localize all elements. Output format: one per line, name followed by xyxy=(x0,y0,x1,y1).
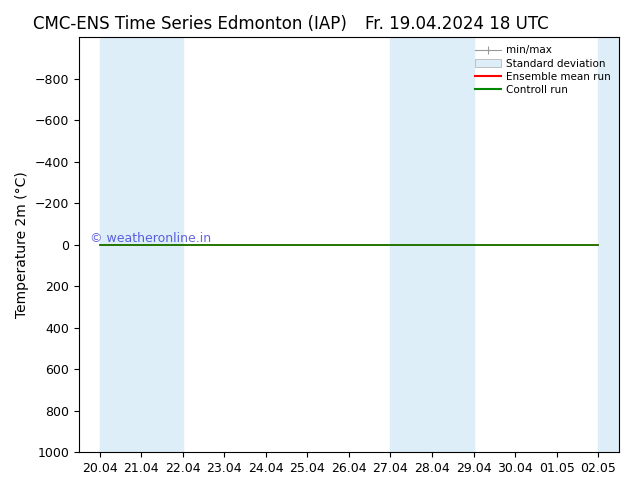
Text: Fr. 19.04.2024 18 UTC: Fr. 19.04.2024 18 UTC xyxy=(365,15,548,33)
Text: CMC-ENS Time Series Edmonton (IAP): CMC-ENS Time Series Edmonton (IAP) xyxy=(33,15,347,33)
Y-axis label: Temperature 2m (°C): Temperature 2m (°C) xyxy=(15,172,29,318)
Text: © weatheronline.in: © weatheronline.in xyxy=(89,232,210,245)
Bar xyxy=(391,37,474,452)
Bar xyxy=(100,37,183,452)
Legend: min/max, Standard deviation, Ensemble mean run, Controll run: min/max, Standard deviation, Ensemble me… xyxy=(472,42,614,98)
Bar xyxy=(598,37,634,452)
